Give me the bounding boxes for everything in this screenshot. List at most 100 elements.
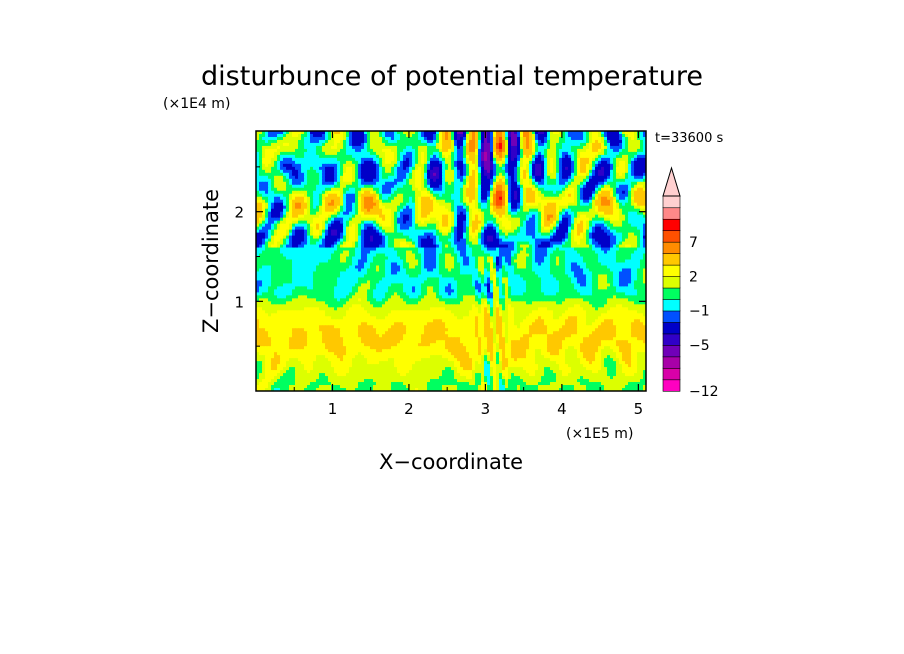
heatmap-cell [544, 131, 548, 135]
heatmap-cell [472, 217, 476, 222]
heatmap-cell [352, 187, 356, 192]
heatmap-cell [520, 208, 524, 213]
heatmap-cell [397, 238, 401, 243]
heatmap-cell [427, 181, 431, 186]
heatmap-cell [619, 163, 623, 168]
heatmap-cell [391, 178, 395, 183]
heatmap-cell [562, 172, 566, 177]
heatmap-cell [277, 169, 281, 174]
heatmap-cell [493, 205, 497, 210]
heatmap-cell [553, 136, 557, 141]
heatmap-cell [292, 238, 296, 243]
heatmap-cell [640, 217, 644, 222]
heatmap-cell [346, 169, 350, 174]
heatmap-cell [469, 157, 473, 162]
heatmap-cell [631, 166, 635, 171]
heatmap-cell [517, 208, 521, 213]
heatmap-cell [409, 190, 413, 195]
heatmap-cell [397, 187, 401, 192]
heatmap-cell [307, 205, 311, 210]
heatmap-cell [307, 133, 311, 138]
heatmap-cell [634, 178, 638, 183]
heatmap-cell [469, 142, 473, 147]
heatmap-cell [535, 166, 539, 171]
heatmap-cell [283, 148, 287, 153]
heatmap-cell [463, 131, 467, 135]
heatmap-cell [514, 199, 518, 204]
heatmap-cell [418, 163, 422, 168]
heatmap-cell [640, 193, 644, 198]
heatmap-cell [409, 184, 413, 189]
heatmap-cell [520, 157, 524, 162]
heatmap-cell [508, 148, 512, 153]
heatmap-cell [427, 235, 431, 240]
heatmap-cell [523, 142, 527, 147]
heatmap-cell [562, 196, 566, 201]
heatmap-cell [259, 190, 263, 195]
heatmap-cell [592, 157, 596, 162]
heatmap-cell [376, 148, 380, 153]
heatmap-cell [442, 214, 446, 219]
heatmap-cell [424, 205, 428, 210]
heatmap-cell [358, 178, 362, 183]
heatmap-cell [370, 214, 374, 219]
heatmap-cell [271, 157, 275, 162]
heatmap-cell [487, 157, 491, 162]
heatmap-cell [289, 181, 293, 186]
heatmap-cell [445, 178, 449, 183]
heatmap-cell [394, 163, 398, 168]
heatmap-cell [589, 211, 593, 216]
heatmap-cell [562, 133, 566, 138]
heatmap-cell [409, 241, 413, 246]
heatmap-cell [568, 133, 572, 138]
heatmap-cell [265, 214, 269, 219]
heatmap-cell [391, 142, 395, 147]
heatmap-cell [637, 163, 641, 168]
heatmap-cell [439, 241, 443, 246]
heatmap-cell [454, 136, 458, 141]
heatmap-cell [313, 131, 317, 135]
heatmap-cell [541, 145, 545, 150]
heatmap-cell [442, 131, 446, 135]
heatmap-cell [436, 238, 440, 243]
heatmap-cell [466, 187, 470, 192]
heatmap-cell [322, 187, 326, 192]
heatmap-cell [508, 136, 512, 141]
heatmap-cell [304, 136, 308, 141]
heatmap-cell [562, 154, 566, 159]
heatmap-cell [547, 190, 551, 195]
heatmap-cell [412, 214, 416, 219]
heatmap-cell [427, 226, 431, 231]
heatmap-cell [574, 208, 578, 213]
heatmap-cell [289, 232, 293, 237]
heatmap-cell [364, 235, 368, 240]
heatmap-cell [304, 208, 308, 213]
heatmap-cell [328, 199, 332, 204]
heatmap-cell [313, 181, 317, 186]
heatmap-cell [265, 154, 269, 159]
heatmap-cell [400, 145, 404, 150]
heatmap-cell [607, 223, 611, 228]
heatmap-cell [538, 133, 542, 138]
heatmap-cell [469, 208, 473, 213]
heatmap-cell [619, 157, 623, 162]
heatmap-cell [304, 220, 308, 225]
heatmap-cell [424, 217, 428, 222]
heatmap-cell [514, 235, 518, 240]
heatmap-cell [304, 193, 308, 198]
heatmap-cell [523, 160, 527, 165]
heatmap-cell [313, 208, 317, 213]
heatmap-cell [613, 148, 617, 153]
heatmap-cell [418, 232, 422, 237]
heatmap-cell [493, 160, 497, 165]
heatmap-cell [586, 226, 590, 231]
heatmap-cell [331, 193, 335, 198]
heatmap-cell [457, 220, 461, 225]
heatmap-cell [457, 131, 461, 135]
heatmap-cell [538, 196, 542, 201]
heatmap-cell [304, 244, 308, 249]
heatmap-cell [592, 166, 596, 171]
heatmap-cell [586, 139, 590, 144]
heatmap-cell [592, 232, 596, 237]
heatmap-cell [529, 217, 533, 222]
